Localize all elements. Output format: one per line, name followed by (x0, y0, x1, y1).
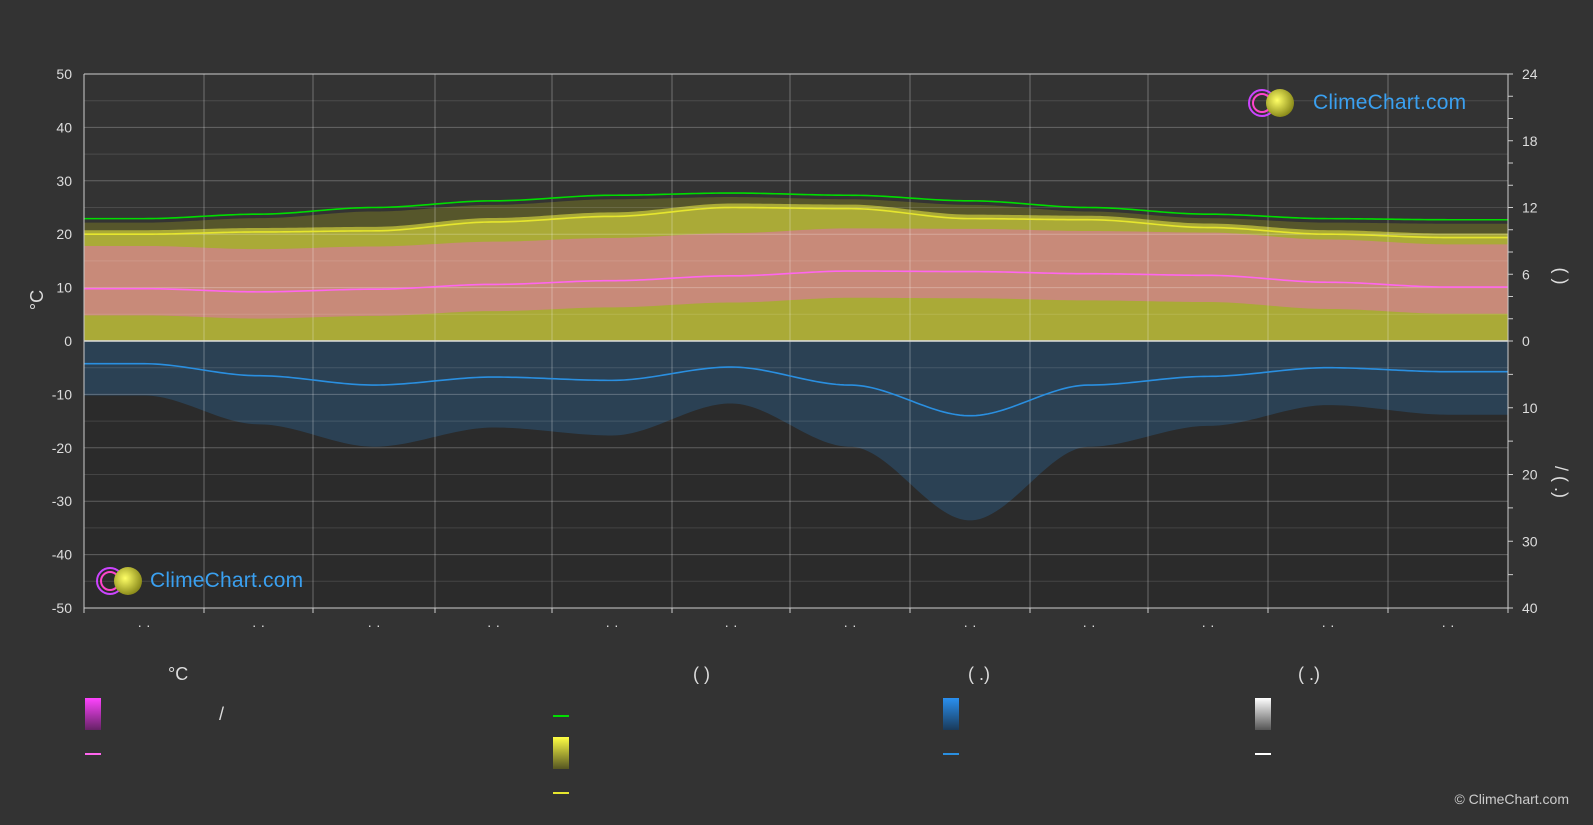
right-axis-title-bottom: / ( .) (1551, 466, 1571, 498)
precip-background (84, 341, 1508, 608)
legend-col3-title: ( .) (968, 664, 990, 684)
right-tick-label-hours: 0 (1522, 333, 1530, 349)
left-tick-label: -40 (52, 547, 72, 563)
avg-temp-swatch (85, 753, 101, 755)
month-tick-label: · · (724, 617, 737, 633)
sunshine-line (84, 206, 1508, 239)
left-tick-label: 50 (56, 66, 72, 82)
left-tick-label: -20 (52, 440, 72, 456)
brand-name-bottom: ClimeChart.com (150, 569, 304, 592)
month-tick-label: · · (1201, 617, 1214, 633)
left-tick-label: 20 (56, 226, 72, 242)
precip-band (84, 341, 1508, 521)
left-tick-label: 0 (64, 333, 72, 349)
chart-grid (83, 73, 1509, 609)
rain-range-swatch (943, 698, 959, 730)
right-tick-label-hours: 6 (1522, 266, 1530, 282)
right-tick-label-hours: 12 (1522, 200, 1538, 216)
rain-swatch (943, 753, 959, 755)
left-tick-label: -50 (52, 600, 72, 616)
month-tick-label: · · (963, 617, 976, 633)
sunshine-range-swatch (553, 737, 569, 769)
right-tick-label-hours: 18 (1522, 133, 1538, 149)
month-tick-label: · · (367, 617, 380, 633)
chart-axes: 50 40 30 20 10 0 -10 -20 -30 -40 -50 24 18 12 6 0 10 20 30… (52, 66, 1538, 633)
left-tick-label: -30 (52, 493, 72, 509)
copyright: © ClimeChart.com (1454, 791, 1569, 807)
month-tick-label: · · (1082, 617, 1095, 633)
left-tick-label: 10 (56, 280, 72, 296)
left-axis-title: °C (27, 290, 47, 310)
snow-range-swatch (1255, 698, 1271, 730)
brand-name-top: ClimeChart.com (1313, 91, 1467, 114)
climate-bands (84, 197, 1508, 608)
precip-line (84, 362, 1508, 417)
series-lines (84, 192, 1508, 417)
left-tick-label: 40 (56, 119, 72, 135)
right-tick-label-hours: 24 (1522, 66, 1538, 82)
snow-swatch (1255, 753, 1271, 755)
brand-logo-top (1248, 89, 1294, 117)
daylight-line (84, 192, 1508, 221)
month-tick-label: · · (137, 617, 150, 633)
month-tick-label: · · (487, 617, 500, 633)
right-tick-label-precip: 10 (1522, 400, 1538, 416)
left-tick-label: 30 (56, 173, 72, 189)
month-tick-label: · · (843, 617, 856, 633)
left-tick-label: -10 (52, 386, 72, 402)
brand-logo-bottom (96, 567, 142, 595)
daylight-swatch (553, 715, 569, 717)
legend-col1-sep: / (219, 704, 225, 724)
temp-range-swatch (85, 698, 101, 730)
avg_temp-line (84, 270, 1508, 293)
legend-col4-title: ( .) (1298, 664, 1320, 684)
month-tick-label: · · (605, 617, 618, 633)
right-axis-title-top: ( ) (1551, 268, 1571, 285)
sunshine-swatch (553, 792, 569, 794)
legend-col1-title: °C (168, 664, 189, 684)
month-tick-label: · · (1321, 617, 1334, 633)
right-tick-label-precip: 20 (1522, 467, 1538, 483)
month-tick-label: · · (252, 617, 265, 633)
month-tick-label: · · (1441, 617, 1454, 633)
legend-col2-title: ( ) (693, 664, 710, 684)
right-tick-label-precip: 40 (1522, 600, 1538, 616)
right-tick-label-precip: 30 (1522, 533, 1538, 549)
